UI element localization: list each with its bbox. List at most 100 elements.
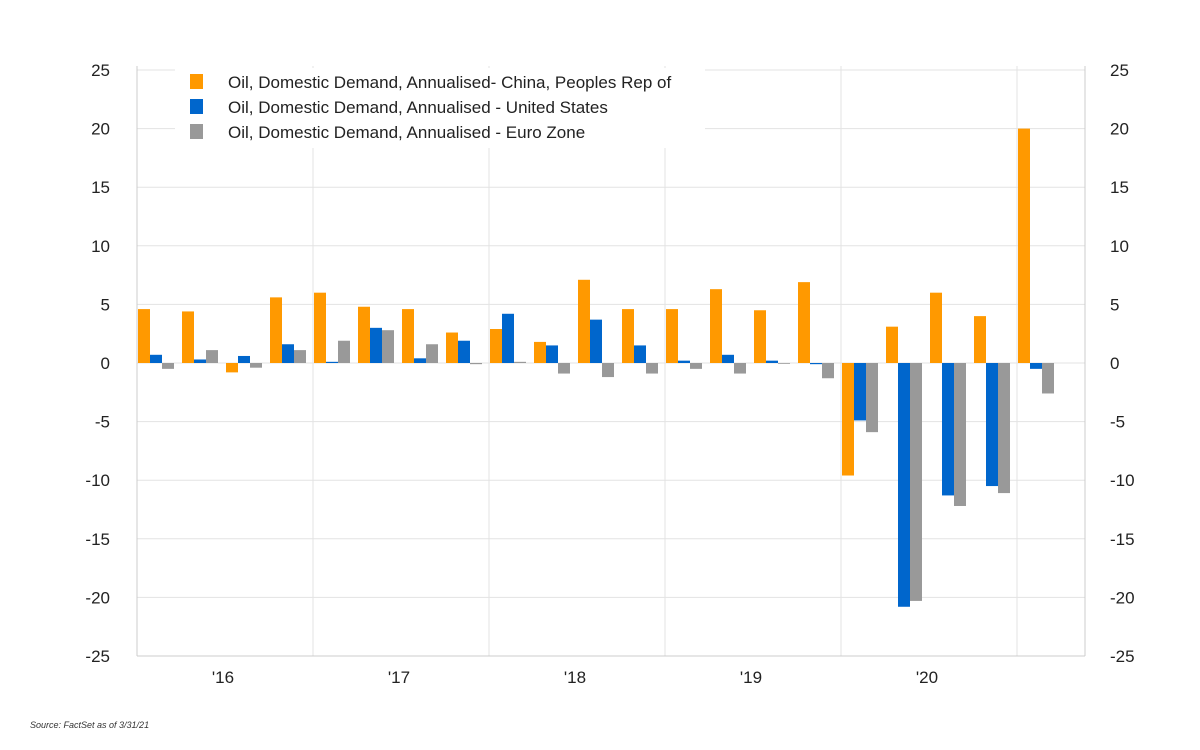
bar-series-0-cat-19 — [974, 316, 986, 363]
y-tick-label-right: 5 — [1110, 295, 1119, 314]
y-tick-label-right: -10 — [1110, 471, 1135, 490]
bar-series-1-cat-6 — [414, 358, 426, 363]
bar-series-1-cat-7 — [458, 340, 470, 363]
legend-swatch-0 — [190, 74, 203, 89]
bar-series-0-cat-17 — [886, 326, 898, 363]
bar-series-1-cat-2 — [238, 355, 250, 363]
bar-series-1-cat-20 — [1030, 363, 1042, 369]
bar-series-0-cat-9 — [534, 341, 546, 363]
bar-series-0-cat-11 — [622, 309, 634, 363]
y-axis-right: 25 20 15 10 5 0 -5 -10 -15 -20 -25 — [1110, 61, 1135, 666]
y-tick-label-left: 5 — [101, 295, 110, 314]
y-tick-label-left: 0 — [101, 354, 110, 373]
bar-series-2-cat-1 — [206, 350, 218, 363]
bar-series-0-cat-20 — [1018, 128, 1030, 363]
y-tick-label-left: 15 — [91, 178, 110, 197]
bar-series-1-cat-3 — [282, 344, 294, 363]
bar-series-2-cat-12 — [690, 363, 702, 369]
bar-series-0-cat-3 — [270, 297, 282, 363]
bar-series-2-cat-15 — [822, 363, 834, 379]
source-note: Source: FactSet as of 3/31/21 — [30, 720, 150, 730]
y-tick-label-right: 0 — [1110, 354, 1119, 373]
bar-series-0-cat-10 — [578, 279, 590, 363]
x-tick-label: '20 — [916, 668, 938, 687]
bar-series-2-cat-13 — [734, 363, 746, 374]
y-tick-label-left: 10 — [91, 237, 110, 256]
bar-series-2-cat-3 — [294, 350, 306, 363]
x-tick-label: '17 — [388, 668, 410, 687]
bar-series-1-cat-19 — [986, 363, 998, 487]
bar-series-2-cat-0 — [162, 363, 174, 369]
bar-series-2-cat-18 — [954, 363, 966, 506]
x-tick-label: '19 — [740, 668, 762, 687]
bar-series-1-cat-12 — [678, 360, 690, 363]
bar-series-2-cat-7 — [470, 363, 482, 365]
bar-series-1-cat-16 — [854, 363, 866, 421]
bar-series-1-cat-13 — [722, 354, 734, 363]
y-tick-label-right: -20 — [1110, 588, 1135, 607]
x-tick-label: '16 — [212, 668, 234, 687]
y-tick-label-left: 25 — [91, 61, 110, 80]
legend-label-0: Oil, Domestic Demand, Annualised- China,… — [228, 73, 671, 92]
bar-series-1-cat-8 — [502, 313, 514, 363]
bar-series-1-cat-1 — [194, 359, 206, 363]
chart-bars — [138, 128, 1054, 607]
bar-series-2-cat-2 — [250, 363, 262, 368]
legend-label-1: Oil, Domestic Demand, Annualised - Unite… — [228, 98, 608, 117]
y-tick-label-left: -10 — [85, 471, 110, 490]
bar-series-1-cat-5 — [370, 327, 382, 363]
y-tick-label-left: -20 — [85, 588, 110, 607]
bar-series-0-cat-18 — [930, 292, 942, 363]
bar-series-0-cat-5 — [358, 306, 370, 363]
bar-series-1-cat-17 — [898, 363, 910, 607]
bar-series-0-cat-8 — [490, 329, 502, 363]
bar-series-0-cat-1 — [182, 311, 194, 363]
bar-series-1-cat-18 — [942, 363, 954, 496]
bar-series-0-cat-16 — [842, 363, 854, 476]
y-tick-label-right: -5 — [1110, 413, 1125, 432]
bar-series-1-cat-9 — [546, 345, 558, 363]
y-axis-left: 25 20 15 10 5 0 -5 -10 -15 -20 -25 — [85, 61, 110, 666]
y-tick-label-left: 20 — [91, 120, 110, 139]
bar-series-0-cat-15 — [798, 282, 810, 363]
bar-series-0-cat-7 — [446, 332, 458, 363]
y-tick-label-right: -15 — [1110, 530, 1135, 549]
bar-series-0-cat-13 — [710, 289, 722, 363]
bar-series-0-cat-2 — [226, 363, 238, 373]
bar-series-2-cat-8 — [514, 361, 526, 363]
bar-series-2-cat-10 — [602, 363, 614, 378]
bar-series-0-cat-4 — [314, 292, 326, 363]
bar-series-0-cat-14 — [754, 310, 766, 363]
bar-series-1-cat-15 — [810, 363, 822, 365]
bar-series-0-cat-12 — [666, 309, 678, 363]
bar-series-1-cat-4 — [326, 361, 338, 363]
bar-series-2-cat-11 — [646, 363, 658, 374]
legend-label-2: Oil, Domestic Demand, Annualised - Euro … — [228, 123, 585, 142]
bar-series-1-cat-11 — [634, 345, 646, 363]
legend-swatch-2 — [190, 124, 203, 139]
y-tick-label-right: 25 — [1110, 61, 1129, 80]
bar-series-1-cat-14 — [766, 360, 778, 363]
bar-series-2-cat-14 — [778, 363, 790, 364]
y-tick-label-right: -25 — [1110, 647, 1135, 666]
y-tick-label-left: -25 — [85, 647, 110, 666]
bar-series-2-cat-6 — [426, 344, 438, 363]
x-axis: '16 '17 '18 '19 '20 — [212, 668, 938, 687]
y-tick-label-right: 15 — [1110, 178, 1129, 197]
y-tick-label-right: 10 — [1110, 237, 1129, 256]
chart-legend: Oil, Domestic Demand, Annualised- China,… — [175, 68, 705, 148]
bar-series-0-cat-0 — [138, 309, 150, 363]
bar-series-2-cat-19 — [998, 363, 1010, 494]
bar-series-0-cat-6 — [402, 309, 414, 363]
x-tick-label: '18 — [564, 668, 586, 687]
y-tick-label-left: -15 — [85, 530, 110, 549]
chart-axes — [136, 66, 1086, 657]
bar-series-2-cat-5 — [382, 330, 394, 363]
bar-series-2-cat-16 — [866, 363, 878, 433]
bar-series-2-cat-9 — [558, 363, 570, 374]
bar-series-1-cat-10 — [590, 319, 602, 363]
legend-swatch-1 — [190, 99, 203, 114]
y-tick-label-right: 20 — [1110, 120, 1129, 139]
bar-series-2-cat-20 — [1042, 363, 1054, 394]
